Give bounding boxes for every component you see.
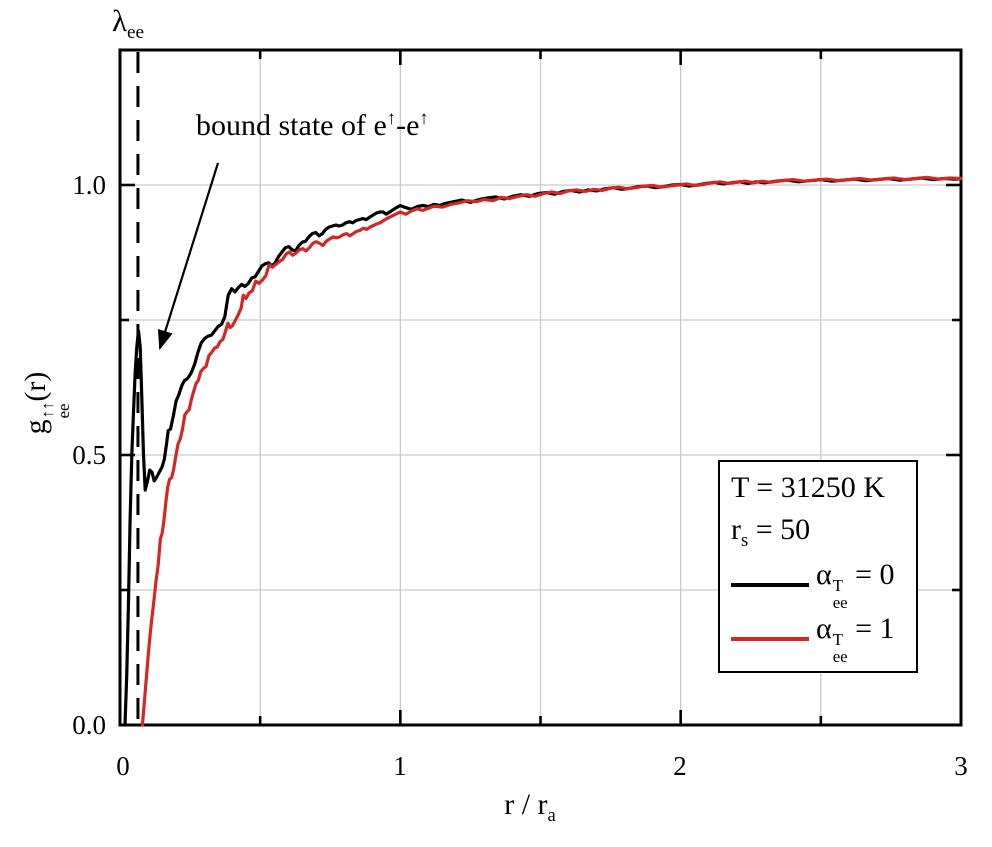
x-axis-title-sub: a [547, 805, 556, 826]
legend-alpha-eq: = 0 [847, 557, 895, 591]
bound-state-annotation: bound state of e↑-e↑ [196, 108, 429, 143]
y-tick-label: 1.0 [72, 170, 106, 200]
annotation-text-mid: -e [396, 109, 420, 142]
lambda-ee-label: λee [112, 3, 144, 44]
annotation-arrow-sup-2: ↑ [419, 108, 429, 129]
legend-rs-base: r [731, 513, 741, 546]
legend-alpha-sup: T [832, 630, 843, 650]
legend-alpha-sub: ee [832, 593, 848, 613]
legend-rs: rs = 50 [731, 508, 916, 552]
legend-rs-eq: = 50 [748, 513, 811, 546]
annotation-text: bound state of e [196, 109, 387, 142]
legend-alpha-sup: T [832, 576, 843, 596]
x-axis-title-text: r / r [504, 788, 548, 821]
curve-alpha1-red [140, 175, 963, 727]
legend-swatch [731, 583, 809, 587]
lambda-ee-base: λ [112, 3, 128, 38]
legend-alpha-eq: = 1 [847, 611, 895, 645]
legend-swatch [731, 637, 809, 641]
y-axis-title-rest: (r) [19, 371, 52, 402]
y-axis-title-base: g [19, 419, 52, 435]
annotation-arrow-sup-1: ↑ [386, 108, 397, 129]
legend-alpha-sub: ee [832, 647, 848, 667]
legend-alpha-base: α [816, 611, 832, 645]
x-tick-label: 0 [116, 751, 130, 781]
legend-temperature: T = 31250 K [731, 471, 885, 504]
annotation-arrow [157, 162, 220, 351]
x-tick-label: 3 [954, 751, 968, 781]
y-axis-title-supsub: ↑↑ ee [38, 402, 74, 419]
legend-rs-sub: s [741, 530, 749, 551]
plot-frame [118, 48, 963, 727]
legend-alpha-base: α [816, 557, 832, 591]
y-tick-label: 0.5 [72, 440, 106, 470]
x-tick-label: 1 [393, 751, 407, 781]
y-axis-title-sub: ee [54, 403, 74, 419]
lambda-ee-sub: ee [127, 22, 145, 44]
y-tick-label: 0.0 [72, 710, 106, 740]
y-axis-title: g ↑↑ ee (r) [15, 293, 73, 513]
x-axis-title: r / ra [430, 788, 630, 827]
x-tick-label: 2 [673, 751, 687, 781]
